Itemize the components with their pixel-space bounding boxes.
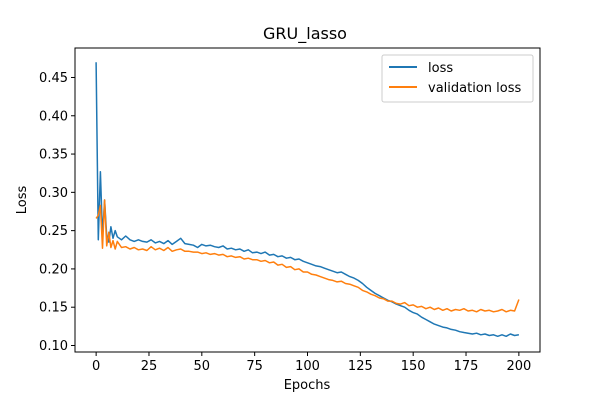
x-tick-label: 150 xyxy=(401,359,426,374)
x-tick-label: 200 xyxy=(506,359,531,374)
chart-title: GRU_lasso xyxy=(263,24,347,44)
legend-label-validation-loss: validation loss xyxy=(428,81,521,96)
y-tick-label: 0.25 xyxy=(39,224,68,239)
y-axis-label: Loss xyxy=(15,186,30,215)
x-tick-label: 25 xyxy=(141,359,158,374)
legend-label-loss: loss xyxy=(428,61,453,76)
y-tick-label: 0.35 xyxy=(39,148,68,163)
legend-box xyxy=(381,54,534,103)
y-tick-label: 0.40 xyxy=(39,109,68,124)
x-tick-label: 175 xyxy=(454,359,479,374)
series-line-loss xyxy=(95,62,520,338)
series-line-validation-loss xyxy=(95,199,520,313)
plot-lines xyxy=(95,62,520,338)
x-tick-label: 75 xyxy=(246,359,263,374)
y-axis-ticks: 0.10 0.15 0.20 0.25 0.30 0.35 0.40 0.45 xyxy=(39,71,75,354)
x-tick-label: 0 xyxy=(92,359,100,374)
x-axis-label: Epochs xyxy=(284,378,331,393)
x-tick-label: 50 xyxy=(194,359,211,374)
x-tick-label: 125 xyxy=(348,359,373,374)
y-tick-label: 0.10 xyxy=(39,339,68,354)
y-tick-label: 0.30 xyxy=(39,186,68,201)
y-tick-label: 0.20 xyxy=(39,262,68,277)
y-tick-label: 0.15 xyxy=(39,301,68,316)
x-tick-label: 100 xyxy=(295,359,320,374)
y-tick-label: 0.45 xyxy=(39,71,68,86)
legend: loss validation loss xyxy=(381,54,534,103)
x-axis-ticks: 0 25 50 75 100 125 150 175 200 xyxy=(92,352,531,374)
